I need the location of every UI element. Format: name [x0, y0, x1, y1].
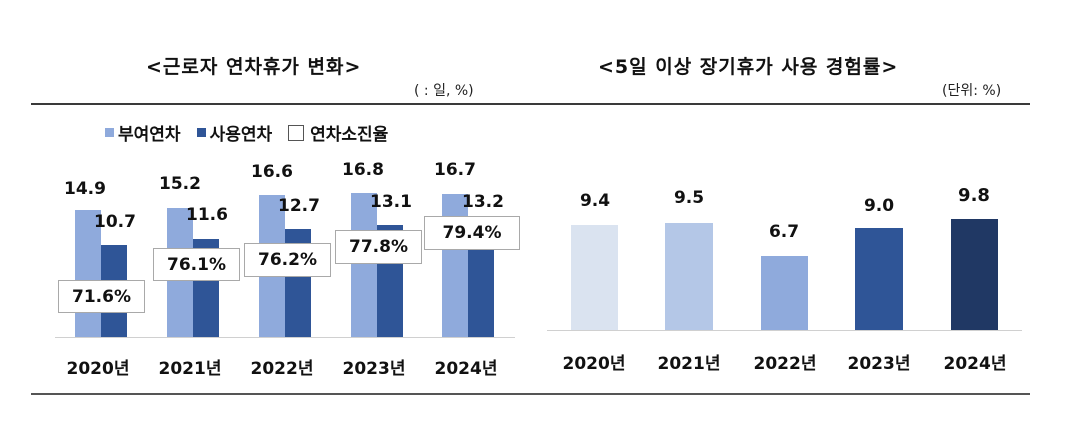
x-label-2022: 2022년: [250, 359, 314, 379]
top-divider: [31, 103, 1030, 105]
x-label-2021: 2021년: [158, 359, 222, 379]
left-chart-title: <근로자 연차휴가 변화>: [146, 56, 362, 78]
x-label-right-2020: 2020년: [562, 354, 626, 374]
right-chart-x-axis: [547, 330, 1022, 331]
bottom-divider: [31, 393, 1030, 395]
label-granted-2020: 14.9: [64, 179, 106, 199]
rate-box-2023: 77.8%: [335, 230, 422, 264]
legend-item-granted: 부여연차: [105, 120, 181, 145]
label-granted-2022: 16.6: [251, 162, 293, 182]
bar-rate-2020: [571, 225, 618, 330]
x-label-right-2022: 2022년: [753, 354, 817, 374]
left-chart-x-axis: [55, 337, 515, 338]
legend-item-rate: 연차소진율: [288, 120, 388, 145]
label-used-2024: 13.2: [462, 192, 504, 212]
bar-rate-2022: [761, 256, 808, 330]
label-granted-2021: 15.2: [159, 174, 201, 194]
legend-label-granted: 부여연차: [118, 125, 181, 145]
legend-swatch-used: [196, 128, 206, 137]
legend-swatch-rate: [288, 124, 305, 141]
label-rate-2024: 9.8: [958, 185, 990, 206]
rate-box-2024: 79.4%: [424, 216, 520, 250]
label-rate-2023: 9.0: [863, 196, 895, 216]
label-granted-2024: 16.7: [434, 160, 476, 180]
x-label-right-2024: 2024년: [943, 354, 1007, 374]
bar-granted-2023: [351, 193, 377, 337]
label-granted-2023: 16.8: [342, 160, 384, 180]
bar-rate-2021: [665, 223, 713, 330]
bar-rate-2023: [855, 228, 903, 330]
x-label-right-2021: 2021년: [657, 354, 721, 374]
left-chart-legend: 부여연차 사용연차 연차소진율: [105, 120, 404, 145]
right-chart-title: <5일 이상 장기휴가 사용 경험률>: [598, 56, 899, 78]
legend-swatch-granted: [105, 128, 114, 137]
label-rate-2022: 6.7: [768, 222, 800, 242]
left-chart-unit: ( : 일, %): [414, 83, 474, 99]
label-used-2022: 12.7: [278, 196, 320, 216]
bar-granted-2020: [75, 210, 101, 337]
legend-item-used: 사용연차: [196, 120, 273, 145]
bar-rate-2024: [951, 219, 998, 330]
x-label-right-2023: 2023년: [847, 354, 911, 374]
rate-box-2021: 76.1%: [153, 248, 240, 281]
x-label-2020: 2020년: [66, 359, 130, 379]
legend-label-rate: 연차소진율: [310, 125, 389, 145]
right-chart-unit: (단위: %): [942, 83, 1002, 99]
label-used-2020: 10.7: [94, 212, 136, 232]
legend-label-used: 사용연차: [209, 125, 273, 145]
x-label-2024: 2024년: [434, 359, 498, 379]
label-used-2021: 11.6: [186, 205, 228, 225]
label-rate-2020: 9.4: [579, 191, 611, 211]
label-used-2023: 13.1: [370, 192, 412, 212]
rate-box-2020: 71.6%: [58, 280, 145, 313]
x-label-2023: 2023년: [342, 359, 406, 379]
label-rate-2021: 9.5: [673, 188, 705, 208]
rate-box-2022: 76.2%: [244, 243, 331, 277]
